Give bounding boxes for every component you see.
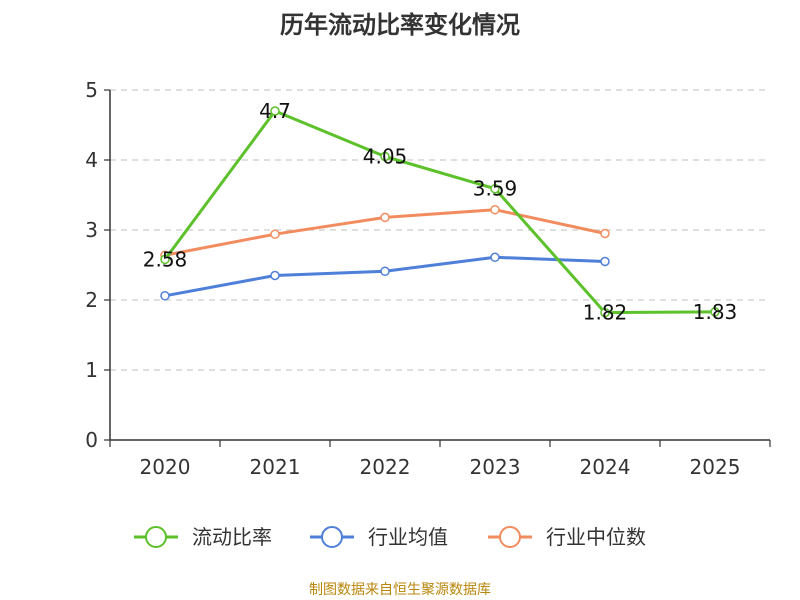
y-tick-label: 4 <box>85 148 98 172</box>
series-行业均值 <box>160 252 610 301</box>
x-tick-label: 2020 <box>140 455 191 479</box>
data-point[interactable] <box>600 256 610 267</box>
legend-marker <box>321 526 343 548</box>
data-point[interactable] <box>490 252 500 263</box>
y-tick-label: 3 <box>85 218 98 242</box>
legend-label: 行业均值 <box>368 525 448 549</box>
data-label: 2.58 <box>143 247 188 271</box>
legend-marker <box>499 526 521 548</box>
data-point[interactable] <box>490 183 500 194</box>
data-point[interactable] <box>160 254 170 265</box>
data-point[interactable] <box>600 228 610 239</box>
legend-label: 流动比率 <box>192 525 272 549</box>
x-tick-label: 2024 <box>580 455 631 479</box>
data-label: 1.82 <box>583 301 628 325</box>
data-point[interactable] <box>380 151 390 162</box>
legend-item[interactable]: 流动比率 <box>134 525 272 549</box>
legend[interactable]: 流动比率 行业均值 行业中位数 <box>134 525 646 549</box>
x-tick-label: 2022 <box>360 455 411 479</box>
data-label: 1.83 <box>693 300 738 324</box>
data-point[interactable] <box>490 204 500 215</box>
data-label: 4.05 <box>363 145 408 169</box>
data-point[interactable] <box>270 106 280 116</box>
legend-label: 行业中位数 <box>546 525 646 549</box>
data-point[interactable] <box>600 307 610 318</box>
data-point[interactable] <box>380 212 390 223</box>
legend-marker <box>145 526 167 548</box>
series-layer <box>160 106 720 318</box>
source-note: 制图数据来自恒生聚源数据库 <box>309 582 491 598</box>
data-point[interactable] <box>270 229 280 239</box>
data-point[interactable] <box>710 307 720 317</box>
x-tick-label: 2023 <box>470 455 521 479</box>
y-tick-label: 1 <box>85 358 98 382</box>
legend-item[interactable]: 行业均值 <box>310 525 448 549</box>
legend-item[interactable]: 行业中位数 <box>488 525 646 549</box>
chart-title: 历年流动比率变化情况 <box>280 11 520 39</box>
data-labels: 2.58 4.7 4.05 3.59 1.82 1.83 <box>143 99 738 325</box>
y-tick-label: 0 <box>85 428 98 452</box>
data-label: 3.59 <box>473 177 518 201</box>
data-point[interactable] <box>380 266 390 277</box>
data-point[interactable] <box>270 270 280 281</box>
grid-lines <box>110 89 770 371</box>
y-tick-label: 5 <box>85 78 98 102</box>
series-line <box>163 109 716 315</box>
data-point[interactable] <box>160 291 170 301</box>
series-流动比率 <box>160 106 720 318</box>
axes: 0 1 2 3 4 5 2020 2021 2022 2023 2024 2025 <box>85 78 771 479</box>
y-tick-label: 2 <box>85 288 98 312</box>
x-tick-label: 2025 <box>690 455 741 479</box>
data-label: 4.7 <box>259 99 291 123</box>
series-行业中位数 <box>160 204 610 260</box>
x-tick-label: 2021 <box>250 455 301 479</box>
series-line <box>164 255 606 298</box>
